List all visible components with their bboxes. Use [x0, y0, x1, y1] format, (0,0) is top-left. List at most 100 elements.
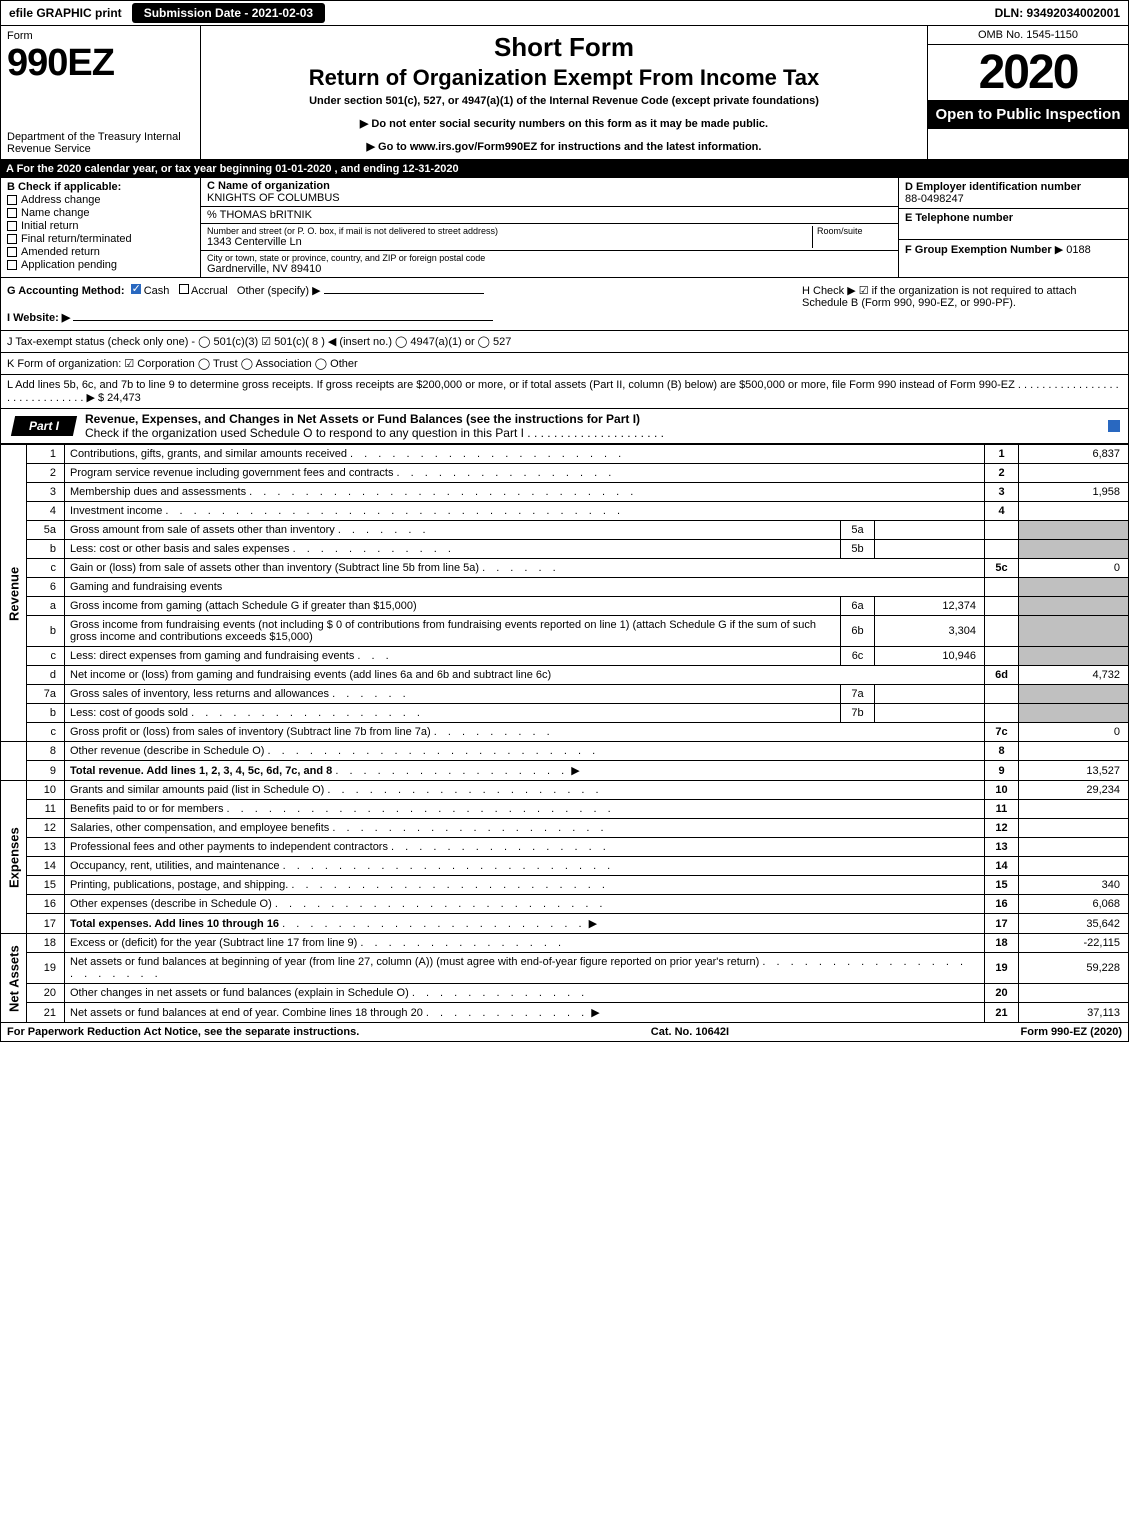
r6c-ival: 10,946: [875, 647, 985, 666]
r19-col: 19: [985, 953, 1019, 984]
open-public: Open to Public Inspection: [928, 100, 1128, 129]
section-b-title: B Check if applicable:: [7, 181, 194, 193]
r6b-col-shaded: [985, 616, 1019, 647]
r6a-val-shaded: [1019, 597, 1129, 616]
city-label: City or town, state or province, country…: [207, 253, 892, 263]
r6b-n: b: [27, 616, 65, 647]
r14-col: 14: [985, 857, 1019, 876]
chk-application-pending[interactable]: [7, 260, 17, 270]
other-specify-input[interactable]: [324, 293, 484, 294]
part1-check[interactable]: [1108, 420, 1120, 432]
r13-col: 13: [985, 838, 1019, 857]
part1-table: Revenue 1 Contributions, gifts, grants, …: [0, 444, 1129, 1023]
r3-val: 1,958: [1019, 483, 1129, 502]
r13-val: [1019, 838, 1129, 857]
side-netassets: Net Assets: [1, 934, 27, 1023]
r6c-n: c: [27, 647, 65, 666]
top-bar: efile GRAPHIC print Submission Date - 20…: [0, 0, 1129, 26]
r9-col: 9: [985, 761, 1019, 781]
r6-col-shaded: [985, 578, 1019, 597]
lbl-application-pending: Application pending: [21, 259, 117, 271]
chk-amended-return[interactable]: [7, 247, 17, 257]
r5b-label: Less: cost or other basis and sales expe…: [65, 540, 841, 559]
r17-label: Total expenses. Add lines 10 through 16 …: [65, 914, 985, 934]
r20-label: Other changes in net assets or fund bala…: [65, 984, 985, 1003]
r6d-val: 4,732: [1019, 666, 1129, 685]
r16-val: 6,068: [1019, 895, 1129, 914]
header-right: OMB No. 1545-1150 2020 Open to Public In…: [928, 26, 1128, 159]
row-gh: G Accounting Method: Cash Accrual Other …: [0, 278, 1129, 331]
r11-label: Benefits paid to or for members . . . . …: [65, 800, 985, 819]
r5b-n: b: [27, 540, 65, 559]
chk-initial-return[interactable]: [7, 221, 17, 231]
r12-n: 12: [27, 819, 65, 838]
r4-n: 4: [27, 502, 65, 521]
notice-link[interactable]: ▶ Go to www.irs.gov/Form990EZ for instru…: [367, 140, 762, 153]
r1-n: 1: [27, 445, 65, 464]
r10-label: Grants and similar amounts paid (list in…: [65, 781, 985, 800]
r19-label: Net assets or fund balances at beginning…: [65, 953, 985, 984]
r20-n: 20: [27, 984, 65, 1003]
street-label: Number and street (or P. O. box, if mail…: [207, 226, 812, 236]
r21-n: 21: [27, 1003, 65, 1023]
part1-header: Part I Revenue, Expenses, and Changes in…: [0, 409, 1129, 444]
lbl-initial-return: Initial return: [21, 220, 78, 232]
r5a-n: 5a: [27, 521, 65, 540]
r2-val: [1019, 464, 1129, 483]
form-header: Form 990EZ Department of the Treasury In…: [0, 26, 1129, 160]
chk-address-change[interactable]: [7, 195, 17, 205]
r10-n: 10: [27, 781, 65, 800]
r1-val: 6,837: [1019, 445, 1129, 464]
header-mid: Short Form Return of Organization Exempt…: [201, 26, 928, 159]
r20-val: [1019, 984, 1129, 1003]
r11-col: 11: [985, 800, 1019, 819]
r7a-label: Gross sales of inventory, less returns a…: [65, 685, 841, 704]
chk-name-change[interactable]: [7, 208, 17, 218]
part1-title: Revenue, Expenses, and Changes in Net As…: [75, 409, 1108, 443]
city: Gardnerville, NV 89410: [207, 263, 892, 275]
line-a: A For the 2020 calendar year, or tax yea…: [0, 160, 1129, 178]
r16-col: 16: [985, 895, 1019, 914]
r4-col: 4: [985, 502, 1019, 521]
r21-col: 21: [985, 1003, 1019, 1023]
section-def: D Employer identification number 88-0498…: [898, 178, 1128, 277]
r5b-ival: [875, 540, 985, 559]
r6b-label: Gross income from fundraising events (no…: [65, 616, 841, 647]
footer: For Paperwork Reduction Act Notice, see …: [0, 1023, 1129, 1042]
chk-cash[interactable]: [131, 284, 141, 294]
r1-label: Contributions, gifts, grants, and simila…: [65, 445, 985, 464]
chk-final-return[interactable]: [7, 234, 17, 244]
r13-label: Professional fees and other payments to …: [65, 838, 985, 857]
r18-col: 18: [985, 934, 1019, 953]
lbl-accrual: Accrual: [191, 285, 228, 297]
r6-label: Gaming and fundraising events: [65, 578, 985, 597]
r6b-ival: 3,304: [875, 616, 985, 647]
r15-label: Printing, publications, postage, and shi…: [65, 876, 985, 895]
r8-col: 8: [985, 742, 1019, 761]
under-section: Under section 501(c), 527, or 4947(a)(1)…: [309, 95, 819, 107]
side-revenue: Revenue: [1, 445, 27, 742]
website-input[interactable]: [73, 320, 493, 321]
lbl-final-return: Final return/terminated: [21, 233, 132, 245]
line-i: I Website: ▶: [7, 311, 772, 324]
r6c-inum: 6c: [841, 647, 875, 666]
efile-label[interactable]: efile GRAPHIC print: [1, 3, 130, 23]
r7c-val: 0: [1019, 723, 1129, 742]
r6a-inum: 6a: [841, 597, 875, 616]
r11-n: 11: [27, 800, 65, 819]
r18-n: 18: [27, 934, 65, 953]
r5b-val-shaded: [1019, 540, 1129, 559]
r7c-col: 7c: [985, 723, 1019, 742]
r5a-inum: 5a: [841, 521, 875, 540]
omb-number: OMB No. 1545-1150: [928, 26, 1128, 45]
r7a-inum: 7a: [841, 685, 875, 704]
r3-n: 3: [27, 483, 65, 502]
r12-col: 12: [985, 819, 1019, 838]
r11-val: [1019, 800, 1129, 819]
r19-n: 19: [27, 953, 65, 984]
r3-col: 3: [985, 483, 1019, 502]
chk-accrual[interactable]: [179, 284, 189, 294]
care-of: % THOMAS bRITNIK: [207, 209, 892, 221]
r15-col: 15: [985, 876, 1019, 895]
arrow-icon: ▶: [571, 765, 579, 777]
